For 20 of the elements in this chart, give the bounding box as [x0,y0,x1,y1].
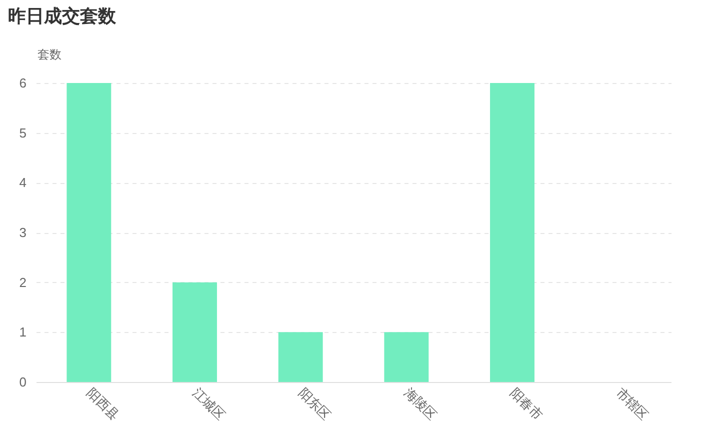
bar [278,332,323,382]
chart-title: 昨日成交套数 [8,6,117,26]
y-tick-label: 6 [19,76,26,90]
x-tick-label: 市辖区 [613,384,652,424]
y-tick-label: 3 [19,225,26,240]
x-tick-label: 阳西县 [84,384,122,424]
y-axis-title: 套数 [38,48,62,62]
bar [490,83,534,382]
y-tick-label: 0 [19,374,26,390]
x-tick-label: 江城区 [190,384,228,424]
x-tick-label: 阳东区 [296,384,334,424]
y-tick-label: 2 [19,274,26,290]
bar [172,282,217,382]
bar [384,332,429,382]
bar [66,83,112,382]
y-tick-label: 4 [19,175,26,190]
y-tick-label: 1 [19,324,26,340]
y-tick-label: 5 [19,125,26,140]
x-tick-label: 海陵区 [401,384,440,424]
x-tick-label: 阳春市 [507,384,546,424]
